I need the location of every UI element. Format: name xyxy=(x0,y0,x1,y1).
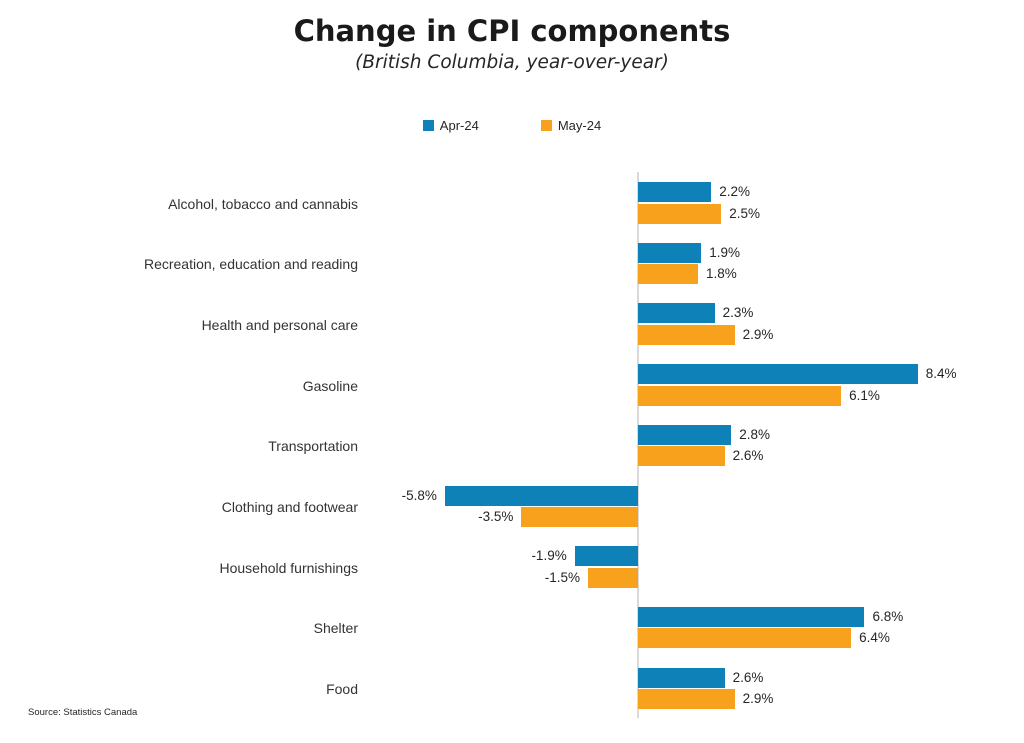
value-label: -3.5% xyxy=(478,509,514,524)
bar-may-24 xyxy=(638,385,842,406)
legend: Apr-24 May-24 xyxy=(0,118,1024,133)
category-label: Household furnishings xyxy=(219,559,358,576)
category-label: Gasoline xyxy=(302,377,358,394)
category-label: Clothing and footwear xyxy=(221,499,358,515)
value-label: -5.8% xyxy=(401,487,437,503)
legend-item-apr-24: Apr-24 xyxy=(422,118,479,133)
bar-apr-24 xyxy=(638,424,732,445)
value-label: -1.9% xyxy=(531,548,567,564)
bar-may-24 xyxy=(521,507,638,527)
bar-may-24 xyxy=(638,628,852,649)
chart-title: Change in CPI components xyxy=(293,14,731,48)
bar-may-24 xyxy=(638,324,735,345)
category-label: Food xyxy=(326,681,358,698)
bar-may-24 xyxy=(588,567,638,588)
legend-swatch-may-icon xyxy=(540,120,552,131)
bar-apr-24 xyxy=(638,606,865,627)
value-label: 1.8% xyxy=(705,266,737,282)
value-label: 6.8% xyxy=(872,608,904,624)
bar-may-24 xyxy=(638,264,698,285)
value-label: 8.4% xyxy=(925,366,957,382)
category-label: Health and personal care xyxy=(201,316,358,333)
value-label: 1.9% xyxy=(709,244,741,260)
category-label: Transportation xyxy=(268,438,358,455)
legend-item-may-24: May-24 xyxy=(540,118,602,133)
value-label: 2.6% xyxy=(732,669,764,685)
bar-apr-24 xyxy=(638,364,918,385)
value-label: 6.1% xyxy=(849,387,880,403)
category-label: Shelter xyxy=(313,620,358,637)
legend-label-may-24: May-24 xyxy=(557,118,602,133)
category-label: Recreation, education and reading xyxy=(143,256,358,273)
bar-may-24 xyxy=(638,446,725,467)
bar-apr-24 xyxy=(638,303,715,324)
value-label: 2.2% xyxy=(719,184,751,199)
value-label: 6.4% xyxy=(859,630,890,646)
value-label: 2.9% xyxy=(742,326,774,342)
bar-apr-24 xyxy=(444,485,638,506)
bar-may-24 xyxy=(638,203,722,224)
value-label: 2.3% xyxy=(722,305,754,321)
zero-axis-line xyxy=(637,172,639,718)
bar-apr-24 xyxy=(574,546,638,567)
bar-apr-24 xyxy=(638,667,725,688)
source-note: Source: Statistics Canada xyxy=(28,707,138,718)
value-label: -1.5% xyxy=(544,569,581,585)
legend-swatch-apr-icon xyxy=(422,120,434,131)
value-label: 2.5% xyxy=(729,205,761,221)
bar-apr-24 xyxy=(638,182,712,202)
chart-subtitle: (British Columbia, year-over-year) xyxy=(355,52,669,73)
bar-may-24 xyxy=(638,689,735,710)
value-label: 2.9% xyxy=(742,691,774,707)
legend-label-apr-24: Apr-24 xyxy=(439,118,479,133)
category-label: Alcohol, tobacco and cannabis xyxy=(168,195,358,212)
bar-apr-24 xyxy=(638,242,702,263)
value-label: 2.6% xyxy=(732,448,764,464)
value-label: 2.8% xyxy=(739,426,771,442)
